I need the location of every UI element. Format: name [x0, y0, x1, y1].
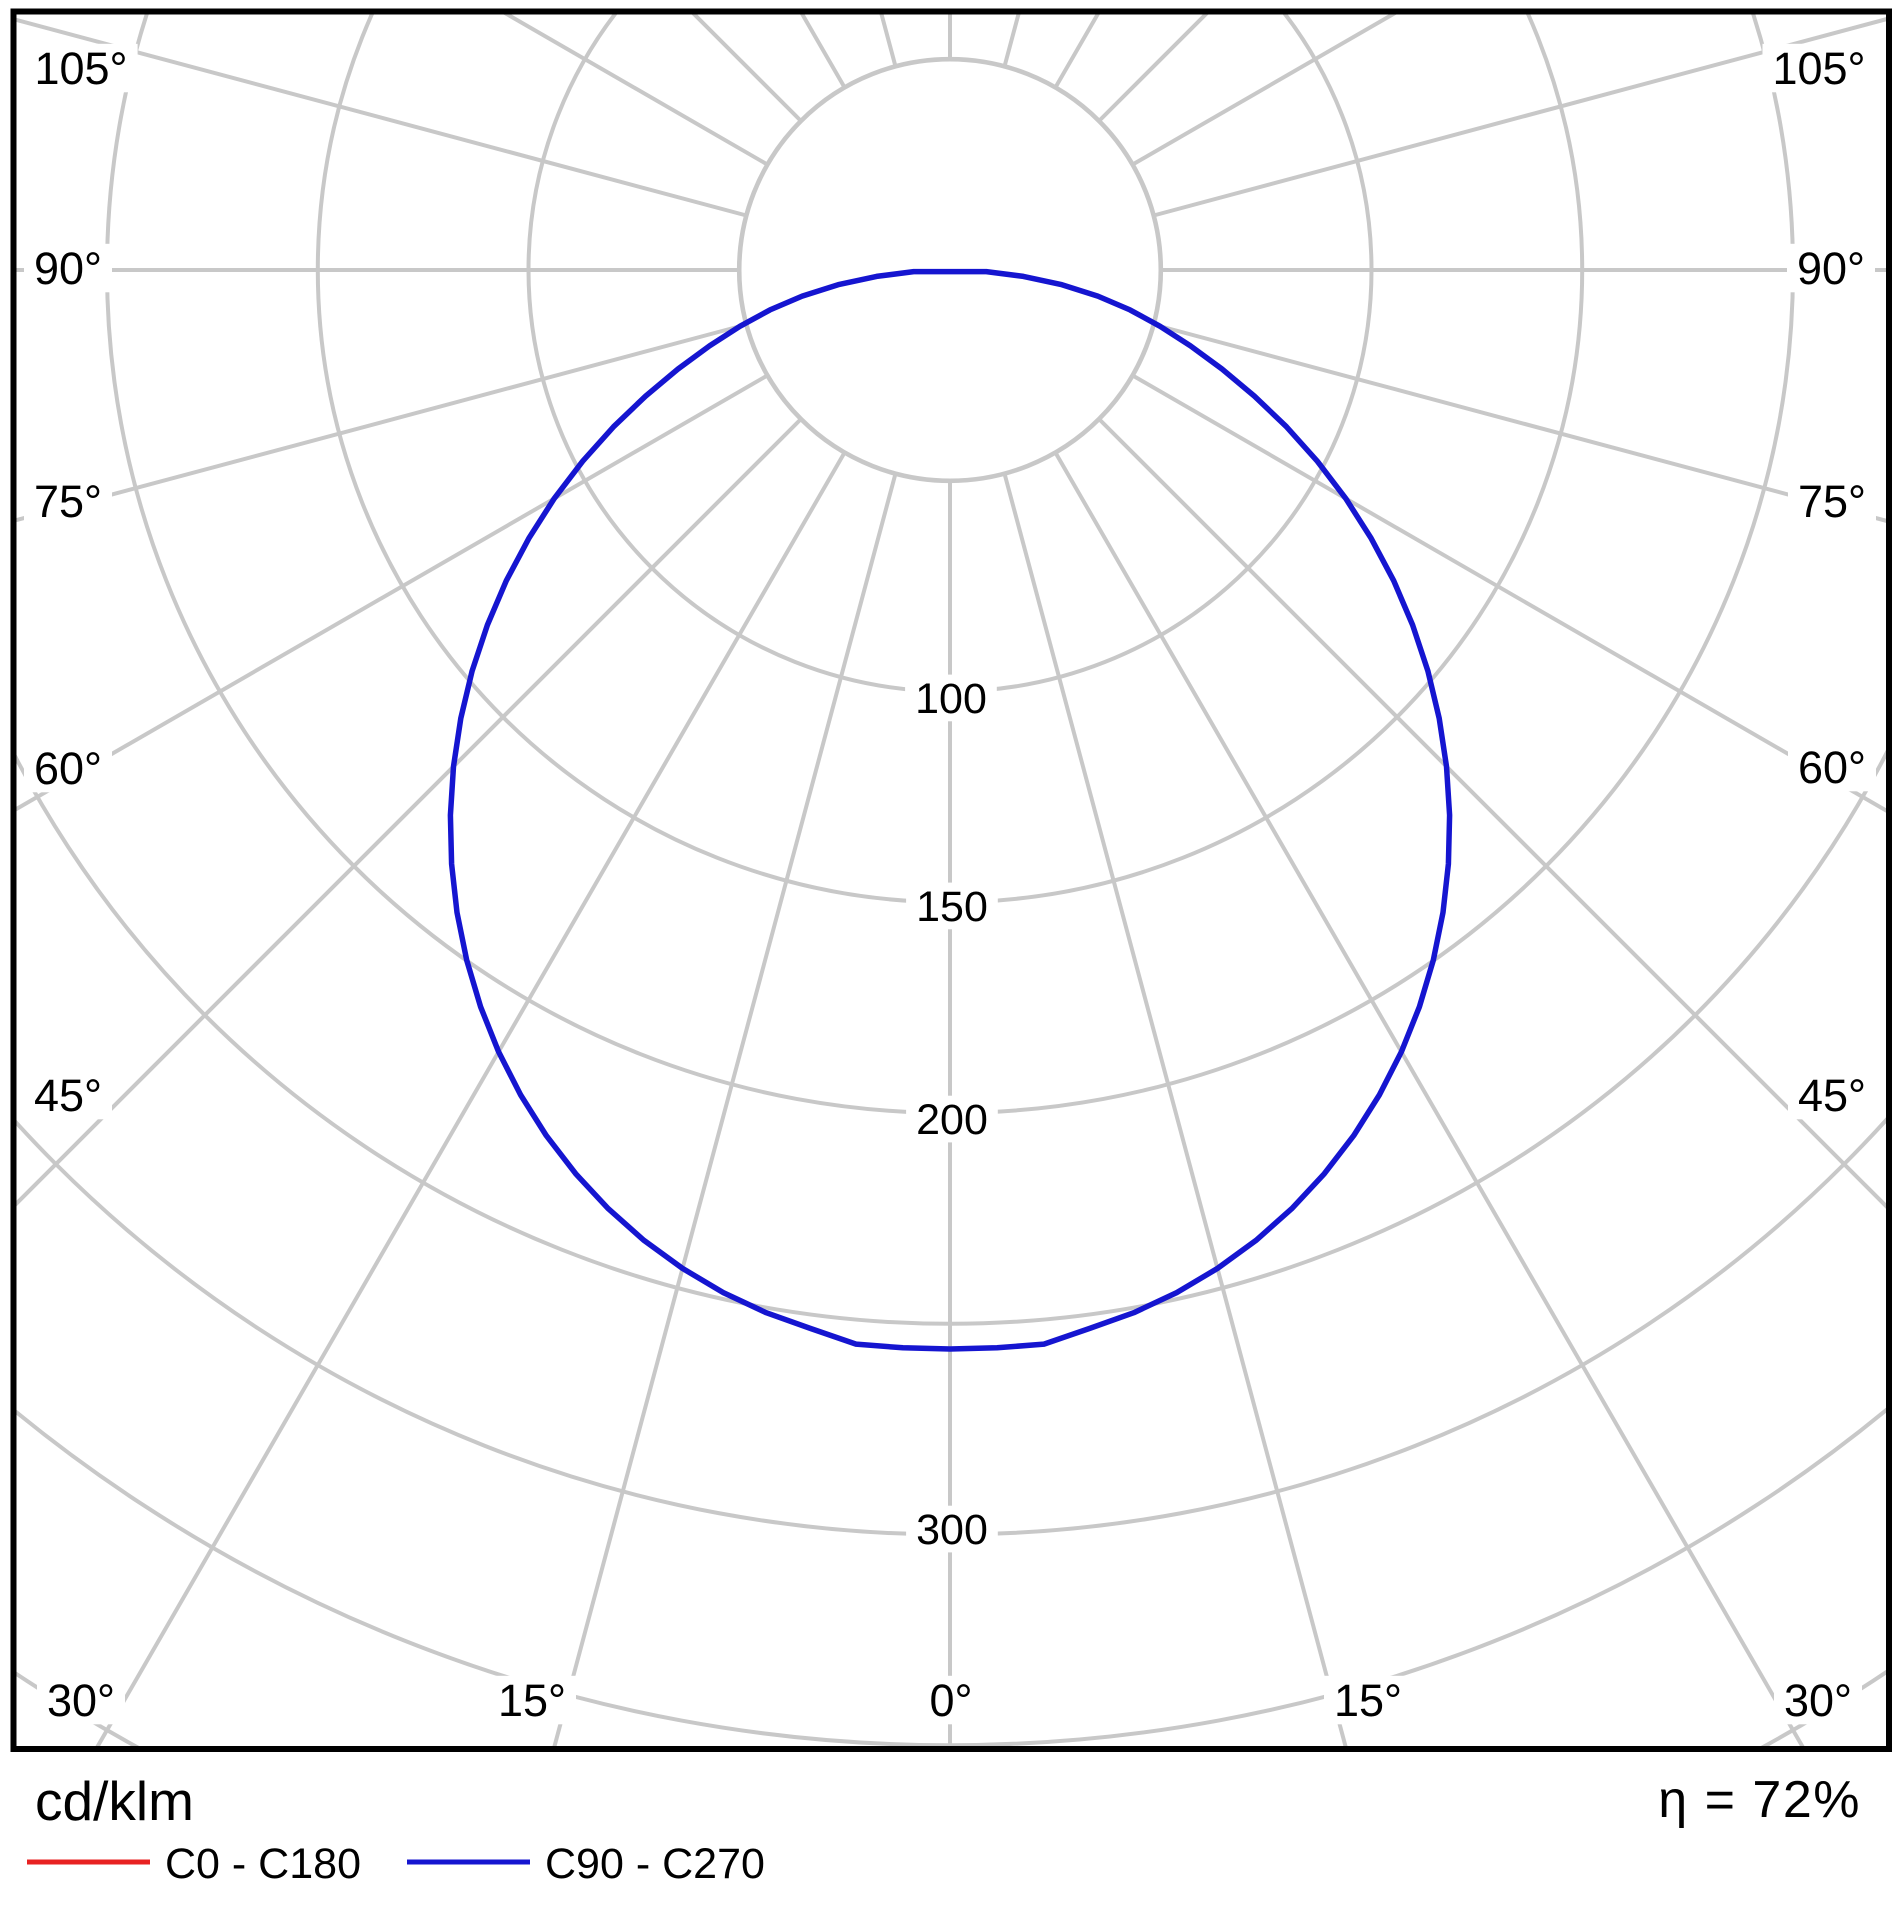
svg-text:60°: 60°: [1798, 742, 1866, 793]
svg-text:90°: 90°: [34, 243, 102, 294]
svg-text:15°: 15°: [498, 1675, 566, 1726]
svg-text:200: 200: [916, 1096, 988, 1144]
svg-text:150: 150: [916, 883, 988, 931]
svg-text:300: 300: [916, 1506, 988, 1554]
svg-text:η = 72%: η = 72%: [1658, 1771, 1861, 1829]
svg-text:60°: 60°: [34, 743, 102, 794]
svg-text:0°: 0°: [929, 1675, 972, 1726]
svg-text:105°: 105°: [1772, 43, 1865, 94]
svg-text:C0 - C180: C0 - C180: [165, 1840, 361, 1888]
svg-text:C90 - C270: C90 - C270: [545, 1840, 765, 1888]
svg-text:15°: 15°: [1334, 1675, 1402, 1726]
svg-text:45°: 45°: [34, 1070, 102, 1121]
svg-text:75°: 75°: [1798, 476, 1866, 527]
svg-text:90°: 90°: [1797, 243, 1865, 294]
svg-text:100: 100: [915, 675, 987, 723]
svg-text:75°: 75°: [34, 476, 102, 527]
svg-text:45°: 45°: [1798, 1070, 1866, 1121]
svg-text:105°: 105°: [34, 43, 127, 94]
svg-text:30°: 30°: [1784, 1675, 1852, 1726]
svg-text:cd/klm: cd/klm: [35, 1770, 194, 1832]
svg-text:30°: 30°: [47, 1675, 115, 1726]
